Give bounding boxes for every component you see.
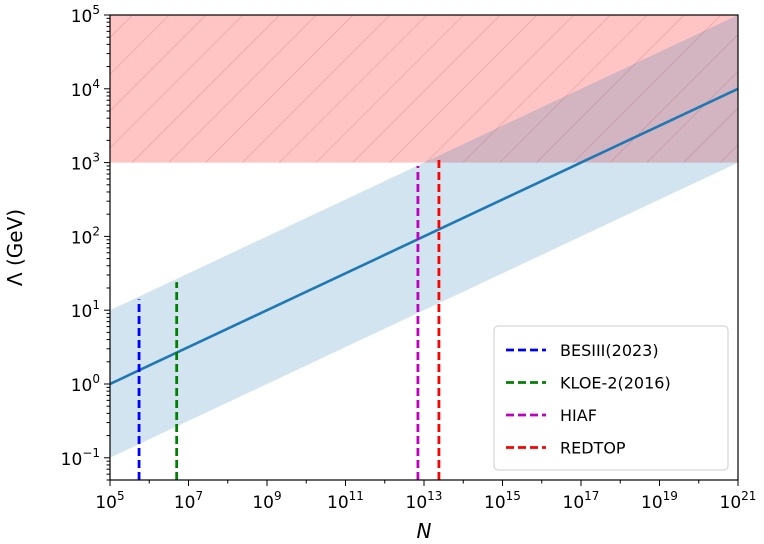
legend-label-redtop: REDTOP xyxy=(560,439,626,458)
legend: BESIII(2023) KLOE-2(2016) HIAF REDTOP xyxy=(493,325,729,471)
y-tick-label: 10−1 xyxy=(61,446,100,470)
y-tick-label: 100 xyxy=(71,372,100,396)
x-axis-ticks: 105 107 109 1011 1013 1015 1017 1019 1021 xyxy=(95,480,756,513)
x-axis-label: N xyxy=(417,519,432,543)
x-tick-label: 1013 xyxy=(406,489,443,513)
x-tick-label: 105 xyxy=(95,489,124,513)
x-tick-label: 1015 xyxy=(484,489,521,513)
y-tick-label: 101 xyxy=(71,298,100,322)
x-tick-label: 1021 xyxy=(720,489,757,513)
vertical-lines xyxy=(137,156,441,480)
x-tick-label: 109 xyxy=(252,489,281,513)
x-tick-label: 107 xyxy=(174,489,203,513)
x-tick-label: 1017 xyxy=(563,489,600,513)
y-axis-ticks: 10−1 100 101 102 103 104 105 xyxy=(61,3,110,481)
y-tick-label: 105 xyxy=(71,3,100,27)
legend-label-hiaf: HIAF xyxy=(560,406,597,425)
y-axis-label: Λ (GeV) xyxy=(3,209,27,286)
y-tick-label: 102 xyxy=(71,224,100,248)
y-tick-label: 103 xyxy=(71,151,100,175)
legend-box xyxy=(493,325,729,471)
y-tick-label: 104 xyxy=(71,77,100,101)
plot-area xyxy=(110,15,738,480)
legend-label-besiii-2023: BESIII(2023) xyxy=(560,341,659,360)
legend-label-kloe-2-2016: KLOE-2(2016) xyxy=(560,374,671,393)
x-tick-label: 1011 xyxy=(327,489,364,513)
x-tick-label: 1019 xyxy=(641,489,678,513)
main-line xyxy=(110,87,738,386)
